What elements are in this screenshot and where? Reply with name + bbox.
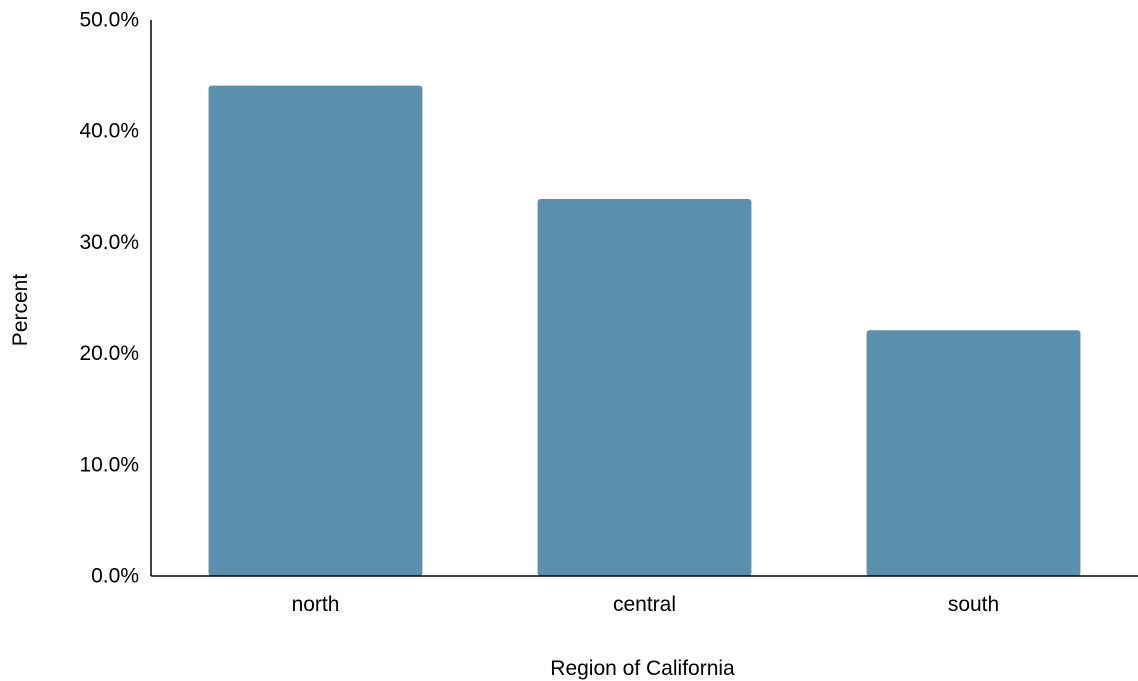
y-tick-label: 50.0% <box>79 9 139 32</box>
bar-north <box>208 85 423 576</box>
y-tick-label: 30.0% <box>79 231 139 254</box>
y-tick-labels: 0.0% 10.0% 20.0% 30.0% 40.0% 50.0% <box>79 9 139 588</box>
y-tick-label: 20.0% <box>79 342 139 365</box>
y-tick-label: 0.0% <box>91 565 139 588</box>
y-axis-title: Percent <box>9 274 32 347</box>
axes-group <box>150 20 1138 577</box>
x-tick-label-north: north <box>292 593 340 616</box>
x-tick-label-central: central <box>613 593 676 616</box>
bar-central <box>537 199 752 577</box>
x-axis-title: Region of California <box>550 657 735 680</box>
x-tick-labels: north central south <box>292 593 1000 616</box>
bars-group <box>208 85 1081 577</box>
y-tick-label: 10.0% <box>79 453 139 476</box>
bar-south <box>866 330 1081 576</box>
y-tick-label: 40.0% <box>79 120 139 143</box>
x-tick-label-south: south <box>948 593 999 616</box>
